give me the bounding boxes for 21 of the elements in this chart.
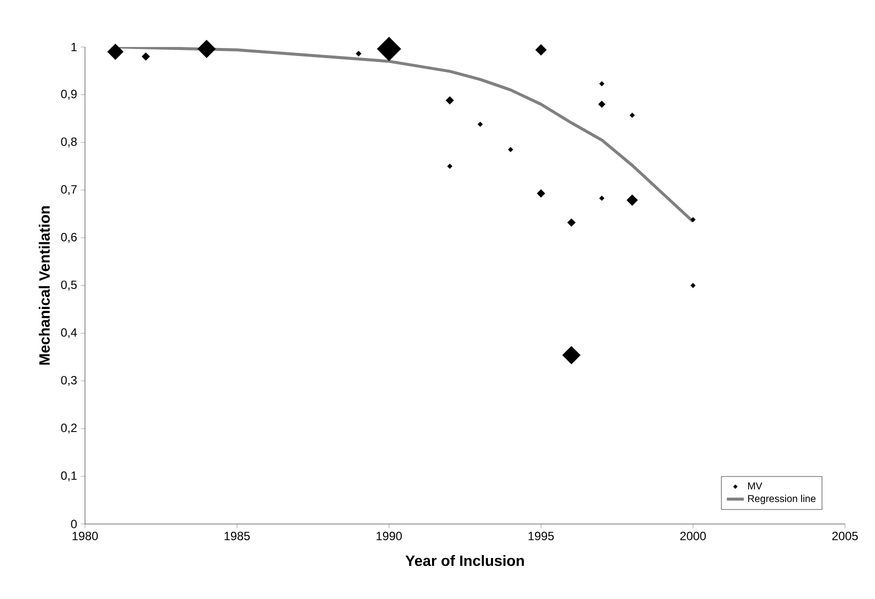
- legend-label: MV: [748, 482, 762, 490]
- y-tick-label: 0,1: [61, 471, 77, 482]
- y-tick-label: 0,8: [61, 137, 77, 148]
- x-tick-label: 1985: [224, 532, 250, 540]
- x-tick-label: 1980: [72, 532, 98, 540]
- x-tick-label: 2000: [680, 532, 706, 540]
- y-tick-label: 0,9: [61, 90, 77, 100]
- y-tick-label: 1: [71, 42, 77, 52]
- y-tick-label: 0,4: [61, 328, 77, 338]
- x-tick-label: 2005: [832, 532, 858, 540]
- x-tick-label: 1990: [376, 532, 402, 540]
- x-tick-label: 1995: [528, 532, 554, 540]
- y-tick-label: 0,5: [61, 280, 77, 290]
- y-tick-label: 0,2: [61, 424, 77, 434]
- y-tick-label: 0,6: [61, 232, 77, 243]
- x-axis-title: Year of Inclusion: [405, 555, 524, 566]
- legend-label: Regression line: [748, 494, 816, 504]
- y-tick-label: 0,7: [61, 185, 77, 196]
- y-tick-label: 0: [71, 520, 77, 528]
- y-tick-label: 0,3: [61, 376, 77, 386]
- y-axis-title: Mechanical Ventilation: [38, 206, 50, 365]
